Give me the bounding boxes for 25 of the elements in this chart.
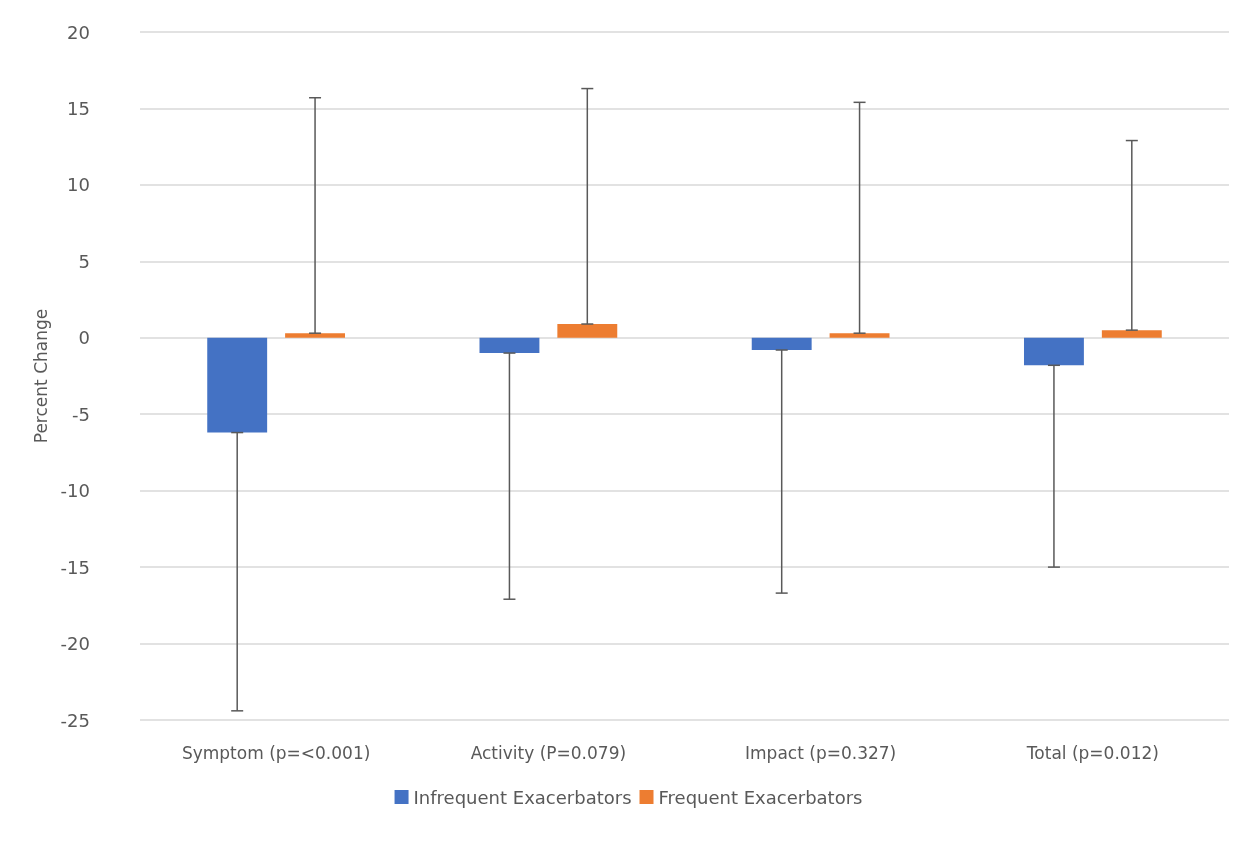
y-tick-label: -5 (72, 403, 90, 425)
x-tick-label: Impact (p=0.327) (745, 742, 897, 763)
y-tick-label: 10 (67, 174, 90, 196)
bar (557, 324, 618, 338)
y-tick-label: -25 (60, 709, 90, 731)
legend-label: Frequent Exacerbators (658, 786, 863, 808)
y-tick-label: -20 (60, 633, 90, 655)
bar (285, 333, 345, 338)
bar (479, 337, 540, 354)
x-tick-label: Activity (P=0.079) (470, 742, 627, 763)
bar (207, 337, 268, 433)
y-tick-label: -15 (60, 556, 90, 578)
bar (1101, 330, 1162, 338)
y-tick-label: -10 (60, 480, 90, 502)
bar (751, 337, 812, 351)
y-tick-label: 20 (67, 21, 90, 43)
y-axis-title: Percent Change (31, 308, 52, 444)
bar (1024, 337, 1084, 366)
bar (829, 333, 890, 338)
y-tick-label: 15 (67, 97, 90, 119)
legend-label: Infrequent Exacerbators (413, 786, 632, 808)
y-tick-label: 0 (78, 327, 90, 349)
x-tick-label: Total (p=0.012) (1025, 742, 1159, 763)
y-tick-label: 5 (78, 250, 90, 272)
x-tick-label: Symptom (p=<0.001) (181, 742, 371, 763)
